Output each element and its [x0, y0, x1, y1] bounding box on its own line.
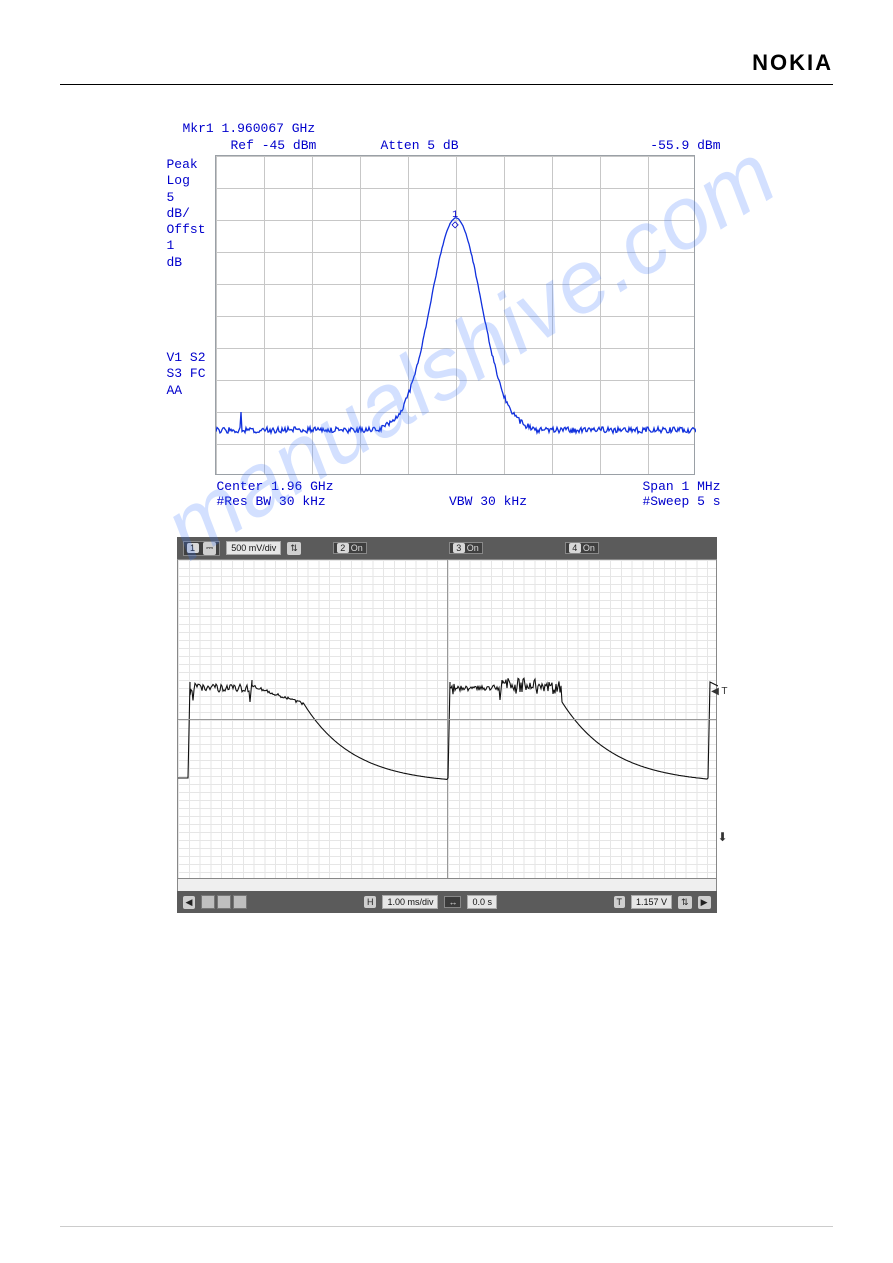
ref-level: Ref -45 dBm: [231, 138, 381, 153]
attenuation: Atten 5 dB: [381, 138, 531, 153]
mode-buttons[interactable]: [201, 895, 247, 909]
res-bw: #Res BW 30 kHz: [217, 494, 334, 509]
spectrum-trace: [216, 156, 696, 476]
page-footer: [60, 1226, 833, 1233]
mkr-amplitude: -55.9 dBm: [531, 138, 721, 153]
mkr-label: Mkr1: [183, 121, 214, 136]
trigger-level-marker: ◀ T: [711, 686, 727, 697]
t-label: T: [614, 896, 626, 908]
scope-ch1[interactable]: 1 ⎓: [183, 541, 221, 556]
coupling-icon: ⎓: [203, 542, 216, 555]
center-freq: Center 1.96 GHz: [217, 479, 334, 494]
scope-ch2[interactable]: 2On: [333, 542, 367, 554]
oscilloscope-screenshot: 1 ⎓ 500 mV/div ⇅ 2On 3On 4On ◀ T ⬇: [177, 537, 717, 913]
vbw: VBW 30 kHz: [449, 494, 527, 509]
nokia-logo: NOKIA: [752, 50, 833, 76]
trigger-level: 1.157 V: [631, 895, 672, 909]
page-header: NOKIA: [60, 50, 833, 85]
scope-ch3[interactable]: 3On: [449, 542, 483, 554]
scope-trace: [178, 560, 718, 880]
scope-ch4[interactable]: 4On: [565, 542, 599, 554]
mkr-freq: 1.960067 GHz: [222, 121, 316, 136]
analyzer-grid: 1 ◇: [215, 155, 695, 475]
sweep: #Sweep 5 s: [642, 494, 720, 509]
updown-icon-2[interactable]: ⇅: [678, 896, 692, 909]
h-scale: 1.00 ms/div: [382, 895, 438, 909]
arrow-left-icon[interactable]: ◀: [183, 896, 196, 909]
scope-grid: ◀ T ⬇: [177, 559, 717, 879]
delay-value: 0.0 s: [467, 895, 497, 909]
scope-toolbar: 1 ⎓ 500 mV/div ⇅ 2On 3On 4On: [177, 537, 717, 559]
scope-bottombar: ◀ H 1.00 ms/div ↔ 0.0 s T 1.157 V ⇅ ▶: [177, 891, 717, 913]
spectrum-analyzer-screenshot: Mkr1 1.960067 GHz Ref -45 dBm Atten 5 dB…: [167, 121, 727, 509]
ch1-scale: 500 mV/div: [226, 541, 281, 555]
ground-marker: ⬇: [717, 830, 727, 844]
h-label: H: [364, 896, 377, 908]
delay-icon: ↔: [444, 896, 461, 908]
span: Span 1 MHz: [642, 479, 720, 494]
analyzer-sidebar-top: Peak Log 5 dB/ Offst 1 dB: [167, 155, 215, 475]
analyzer-sidebar-mid: V1 S2 S3 FC AA: [167, 350, 206, 399]
scope-ruler: [177, 879, 717, 891]
updown-icon[interactable]: ⇅: [287, 542, 301, 555]
arrow-right-icon[interactable]: ▶: [698, 896, 711, 909]
